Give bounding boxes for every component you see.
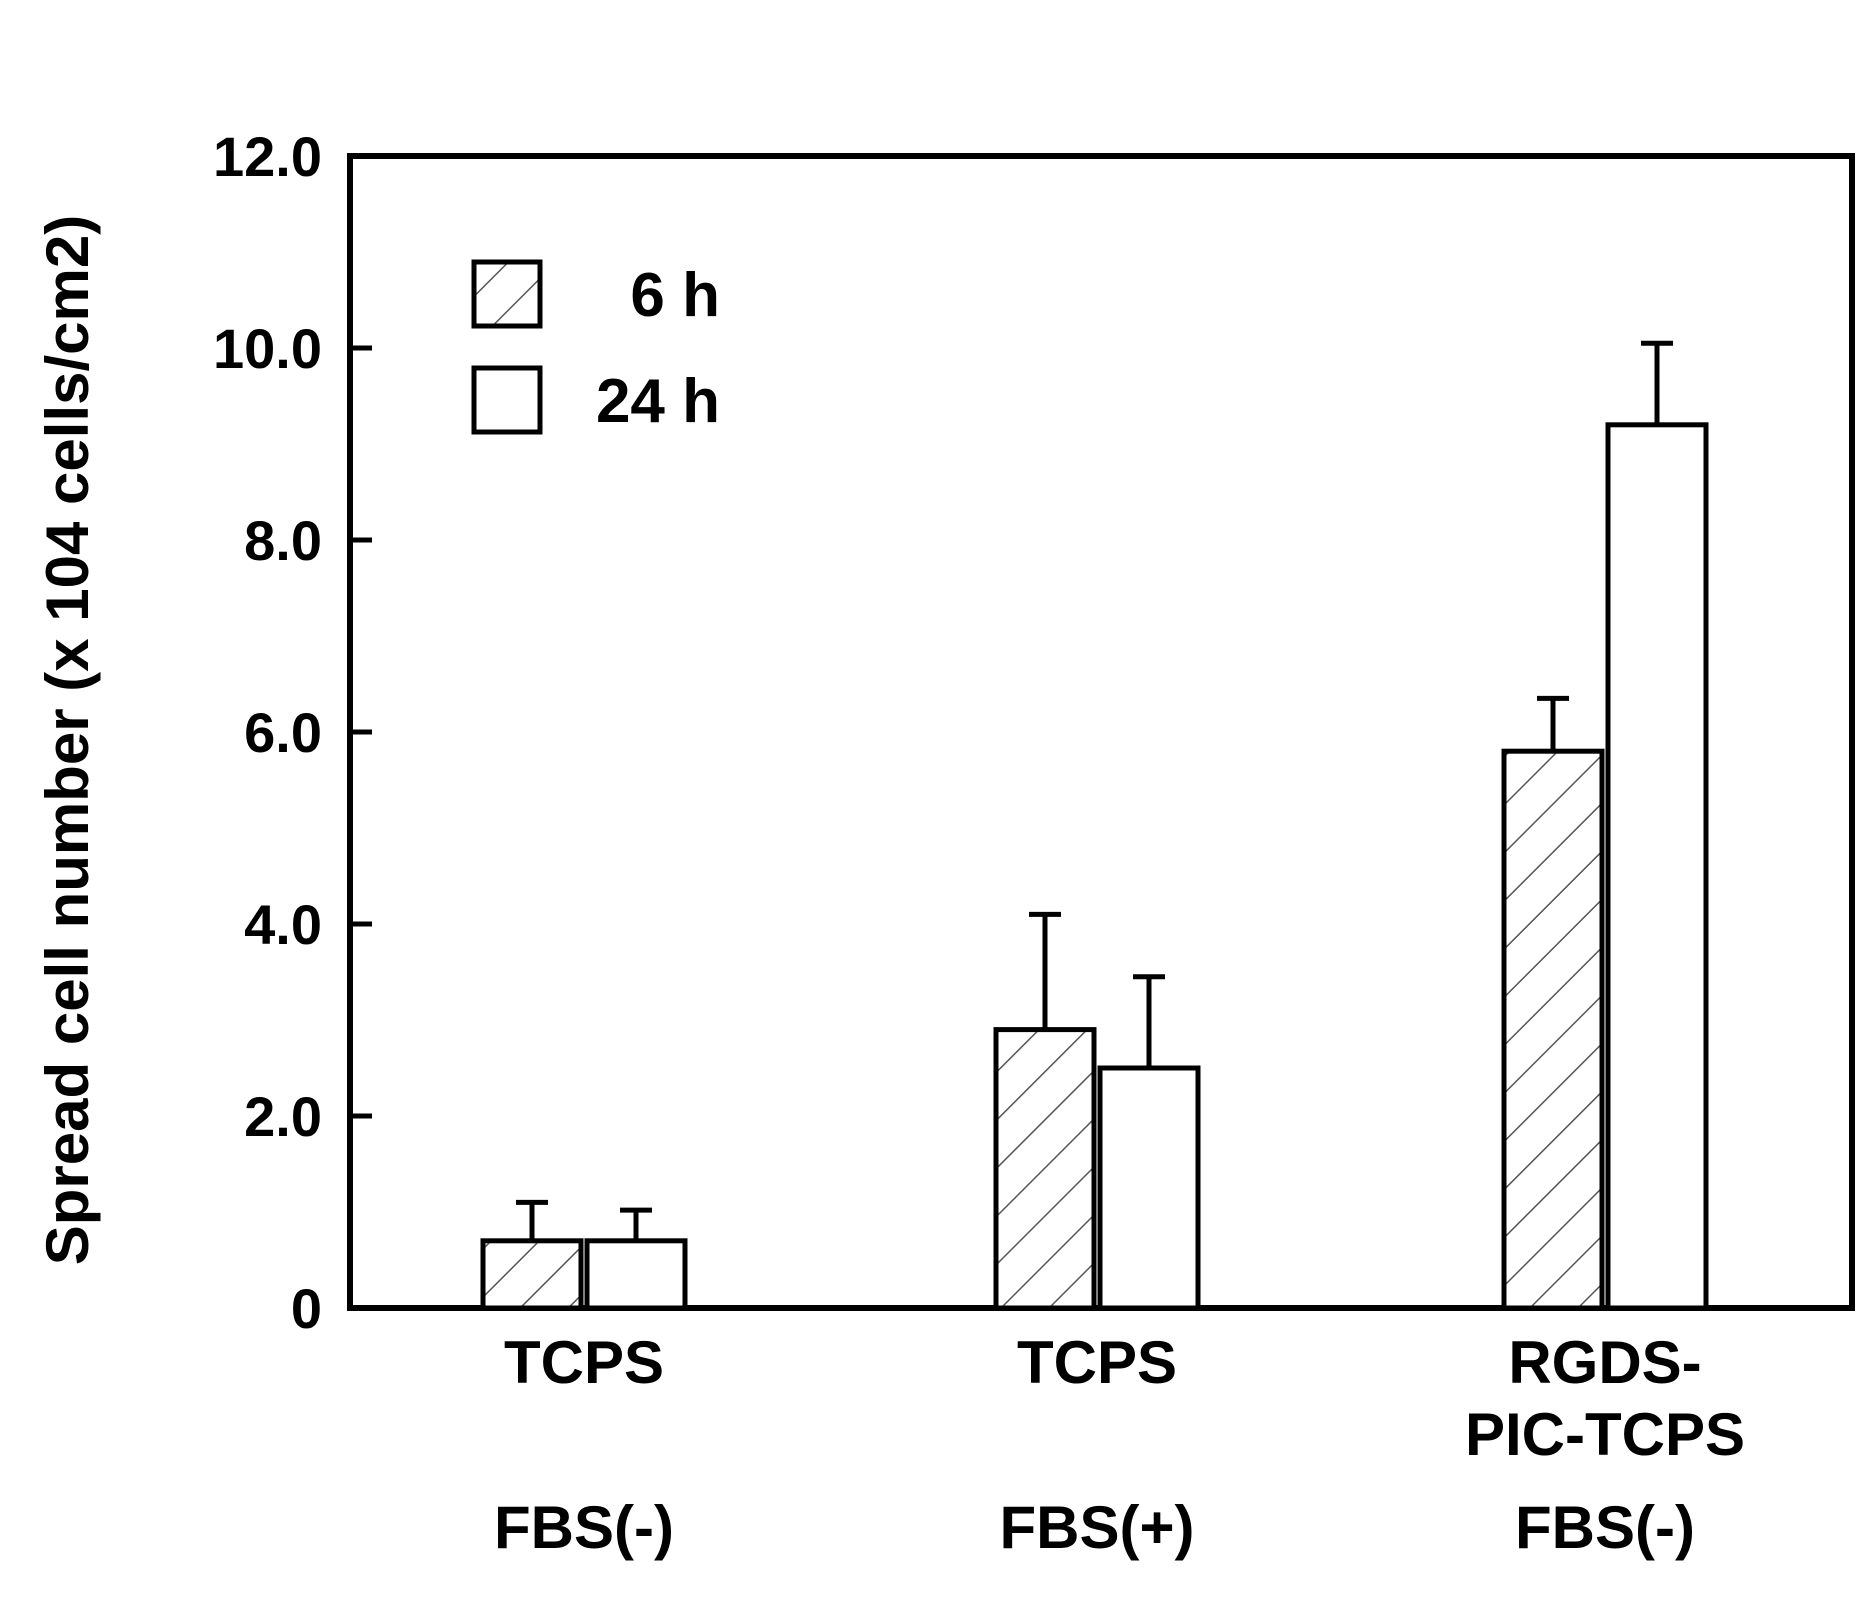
x-category-label: FBS(-) xyxy=(1515,1494,1695,1561)
bar-24h-1 xyxy=(1097,1065,1201,1311)
plot-area: 0 2.0 4.0 6.0 8.0 10.0 12.0 TCPS FBS(-) TCPS FBS(+… xyxy=(213,125,1855,1561)
bar-24h-2 xyxy=(1605,422,1709,1311)
bar-24h-0 xyxy=(584,1238,688,1311)
x-category-label: RGDS- xyxy=(1508,1329,1701,1396)
x-category-label: FBS(-) xyxy=(494,1494,674,1561)
bar-6h-0 xyxy=(480,1238,584,1311)
legend-label: 24 h xyxy=(596,367,720,436)
x-category-label: TCPS xyxy=(1017,1329,1177,1396)
y-tick-label: 4.0 xyxy=(244,893,322,956)
y-tick-label: 6.0 xyxy=(244,701,322,764)
y-axis-label: Spread cell number (x 104 cells/cm2) xyxy=(34,215,101,1266)
y-tick-label: 10.0 xyxy=(213,317,322,380)
y-tick-label: 2.0 xyxy=(244,1085,322,1148)
x-category-label: FBS(+) xyxy=(1000,1494,1195,1561)
legend-label: 6 h xyxy=(630,261,720,330)
y-tick-label: 8.0 xyxy=(244,509,322,572)
legend-swatch-24h xyxy=(471,365,543,435)
y-tick-label: 0 xyxy=(291,1277,322,1340)
bar-6h-1 xyxy=(993,1027,1097,1311)
x-category-label: PIC-TCPS xyxy=(1465,1401,1745,1468)
x-category-label: TCPS xyxy=(504,1329,664,1396)
legend-swatch-6h xyxy=(471,259,543,329)
y-tick-label: 12.0 xyxy=(213,125,322,188)
bar-6h-2 xyxy=(1501,748,1605,1311)
legend: 6 h 24 h xyxy=(471,259,720,436)
